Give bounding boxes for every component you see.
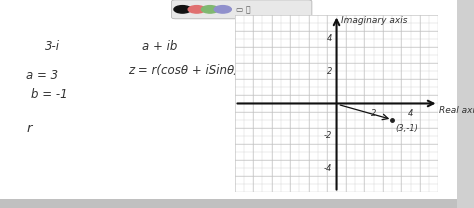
Text: 3-i: 3-i xyxy=(45,40,60,53)
Text: r: r xyxy=(26,123,32,135)
Text: z = r(cosθ + iSinθ): z = r(cosθ + iSinθ) xyxy=(128,64,239,77)
Text: a = 3: a = 3 xyxy=(26,69,58,82)
Text: 4: 4 xyxy=(408,109,413,118)
Circle shape xyxy=(214,6,231,13)
Text: ▭: ▭ xyxy=(235,5,242,14)
Text: (3,-1): (3,-1) xyxy=(395,124,418,133)
Text: ✒: ✒ xyxy=(226,5,232,14)
Text: 4: 4 xyxy=(327,34,332,43)
Text: Imaginary axis: Imaginary axis xyxy=(341,16,408,25)
Bar xyxy=(0,199,474,208)
Text: ⊘: ⊘ xyxy=(197,5,204,14)
Text: -2: -2 xyxy=(324,131,332,140)
Text: ✎: ✎ xyxy=(207,5,213,14)
Circle shape xyxy=(174,6,191,13)
Text: ⬜: ⬜ xyxy=(246,5,250,14)
Text: ↻: ↻ xyxy=(188,5,194,14)
Circle shape xyxy=(188,6,205,13)
FancyBboxPatch shape xyxy=(172,0,312,19)
Text: -4: -4 xyxy=(324,164,332,173)
Circle shape xyxy=(201,6,219,13)
Text: 2: 2 xyxy=(371,109,376,118)
Text: ↺: ↺ xyxy=(178,5,185,14)
Text: 2: 2 xyxy=(327,67,332,76)
Bar xyxy=(457,0,474,208)
Text: ✕: ✕ xyxy=(216,5,223,14)
Text: a + ib: a + ib xyxy=(142,40,178,53)
Text: b = -1: b = -1 xyxy=(31,88,67,101)
Text: Real axis: Real axis xyxy=(439,106,474,115)
